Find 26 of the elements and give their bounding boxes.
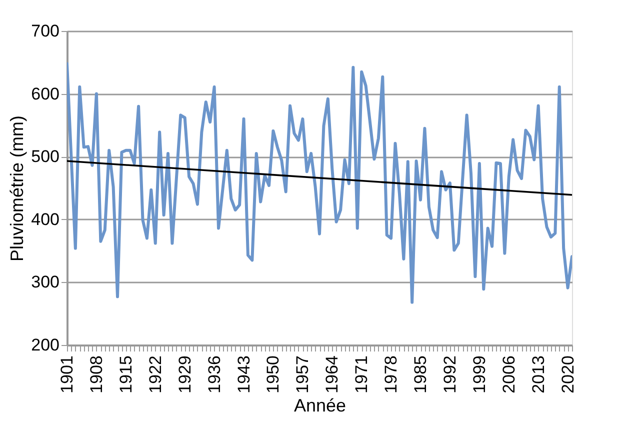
y-tick-label: 200 [31,336,60,354]
x-tick-label: 1922 [146,356,165,394]
y-tick-label: 600 [31,84,60,104]
x-tick-label: 1964 [322,356,342,394]
x-tick-label: 1978 [382,356,401,394]
x-tick-label: 1999 [470,356,489,394]
x-tick-label: 1985 [411,356,430,394]
x-tick-label: 1950 [264,356,283,394]
y-tick-label: 700 [31,22,60,40]
x-tick-label: 1908 [86,356,106,394]
y-tick-label: 400 [31,210,60,229]
x-tick-label: 1957 [293,356,312,394]
x-tick-label: 1929 [175,356,194,394]
x-tick-label: 1992 [440,356,460,394]
x-tick-label: 1915 [116,356,136,394]
x-axis-title: Année [294,395,346,416]
x-tick-label: 2020 [558,356,578,394]
x-tick-label: 1901 [58,356,76,394]
x-tick-label: 2013 [528,356,548,394]
x-tick-label: 1943 [234,356,254,394]
x-tick-label: 2006 [499,356,518,394]
y-axis-title: Pluviométrie (mm) [7,115,28,262]
y-tick-label: 500 [31,147,60,166]
x-tick-label: 1971 [352,356,372,394]
x-tick-label: 1936 [204,356,224,394]
y-tick-label: 300 [31,272,60,292]
